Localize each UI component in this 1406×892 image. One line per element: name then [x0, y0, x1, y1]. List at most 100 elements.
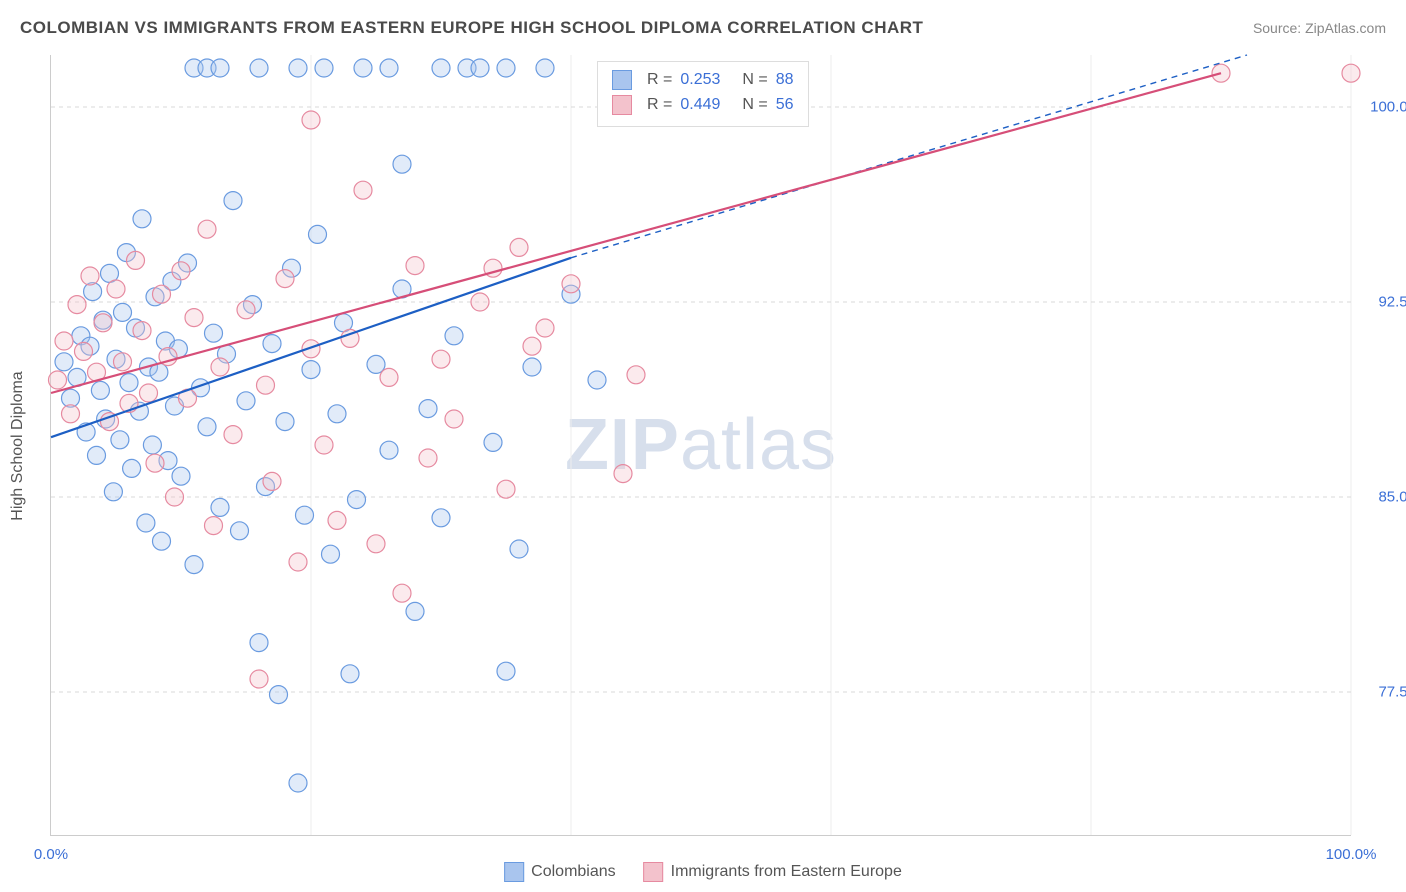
- scatter-point: [296, 506, 314, 524]
- xtick-label: 0.0%: [34, 846, 68, 863]
- scatter-point: [315, 436, 333, 454]
- scatter-point: [114, 303, 132, 321]
- scatter-point: [523, 358, 541, 376]
- scatter-point: [497, 662, 515, 680]
- scatter-point: [497, 59, 515, 77]
- scatter-point: [133, 210, 151, 228]
- scatter-point: [146, 454, 164, 472]
- scatter-point: [322, 545, 340, 563]
- legend-swatch-icon: [504, 862, 524, 882]
- stats-row: R = 0.253N = 88: [612, 68, 794, 93]
- scatter-point: [198, 418, 216, 436]
- scatter-point: [367, 535, 385, 553]
- scatter-point: [445, 410, 463, 428]
- scatter-point: [270, 686, 288, 704]
- scatter-point: [237, 392, 255, 410]
- scatter-point: [510, 238, 528, 256]
- ytick-label: 85.0%: [1361, 489, 1406, 506]
- scatter-point: [250, 670, 268, 688]
- scatter-point: [81, 267, 99, 285]
- scatter-point: [88, 446, 106, 464]
- scatter-point: [104, 483, 122, 501]
- scatter-point: [471, 59, 489, 77]
- scatter-point: [536, 59, 554, 77]
- scatter-point: [62, 405, 80, 423]
- scatter-point: [289, 59, 307, 77]
- scatter-point: [354, 59, 372, 77]
- y-axis-label: High School Diploma: [9, 371, 27, 520]
- ytick-label: 77.5%: [1361, 684, 1406, 701]
- scatter-point: [205, 324, 223, 342]
- scatter-point: [140, 384, 158, 402]
- scatter-point: [445, 327, 463, 345]
- scatter-point: [406, 257, 424, 275]
- scatter-point: [523, 337, 541, 355]
- scatter-point: [224, 426, 242, 444]
- ytick-label: 92.5%: [1361, 294, 1406, 311]
- scatter-point: [341, 665, 359, 683]
- source-label: Source: ZipAtlas.com: [1253, 20, 1386, 36]
- bottom-legend: Colombians Immigrants from Eastern Europe: [504, 862, 902, 882]
- scatter-point: [289, 553, 307, 571]
- scatter-point: [588, 371, 606, 389]
- scatter-point: [137, 514, 155, 532]
- scatter-point: [114, 353, 132, 371]
- scatter-point: [263, 472, 281, 490]
- scatter-point: [302, 361, 320, 379]
- scatter-point: [94, 314, 112, 332]
- scatter-point: [348, 491, 366, 509]
- scatter-point: [309, 225, 327, 243]
- ytick-label: 100.0%: [1361, 99, 1406, 116]
- scatter-point: [185, 309, 203, 327]
- scatter-point: [328, 405, 346, 423]
- scatter-point: [393, 584, 411, 602]
- scatter-point: [315, 59, 333, 77]
- stats-row: R = 0.449N = 56: [612, 93, 794, 118]
- scatter-point: [185, 556, 203, 574]
- scatter-point: [127, 251, 145, 269]
- scatter-point: [68, 296, 86, 314]
- legend-swatch-icon: [612, 95, 632, 115]
- scatter-point: [627, 366, 645, 384]
- scatter-point: [257, 376, 275, 394]
- scatter-point: [484, 433, 502, 451]
- legend-swatch-icon: [644, 862, 664, 882]
- legend-swatch-icon: [612, 70, 632, 90]
- scatter-point: [91, 381, 109, 399]
- scatter-point: [237, 301, 255, 319]
- scatter-point: [211, 498, 229, 516]
- scatter-point: [250, 59, 268, 77]
- scatter-point: [198, 220, 216, 238]
- scatter-point: [153, 285, 171, 303]
- scatter-point: [536, 319, 554, 337]
- chart-title: COLOMBIAN VS IMMIGRANTS FROM EASTERN EUR…: [20, 18, 923, 38]
- scatter-point: [471, 293, 489, 311]
- scatter-point: [224, 192, 242, 210]
- legend-label: Immigrants from Eastern Europe: [671, 863, 902, 880]
- scatter-point: [328, 511, 346, 529]
- scatter-point: [380, 59, 398, 77]
- scatter-point: [172, 467, 190, 485]
- scatter-point: [166, 488, 184, 506]
- scatter-point: [111, 431, 129, 449]
- chart-svg: [51, 55, 1351, 835]
- scatter-point: [172, 262, 190, 280]
- stats-legend-box: R = 0.253N = 88R = 0.449N = 56: [597, 61, 809, 127]
- xtick-label: 100.0%: [1326, 846, 1377, 863]
- legend-item: Colombians: [504, 862, 615, 882]
- scatter-point: [107, 280, 125, 298]
- scatter-point: [211, 358, 229, 376]
- scatter-point: [276, 413, 294, 431]
- scatter-point: [380, 441, 398, 459]
- scatter-point: [562, 275, 580, 293]
- scatter-point: [419, 449, 437, 467]
- scatter-point: [250, 634, 268, 652]
- scatter-point: [1212, 64, 1230, 82]
- scatter-point: [84, 283, 102, 301]
- scatter-point: [120, 374, 138, 392]
- legend-label: Colombians: [531, 863, 615, 880]
- scatter-point: [354, 181, 372, 199]
- scatter-point: [123, 459, 141, 477]
- scatter-point: [263, 335, 281, 353]
- scatter-point: [393, 155, 411, 173]
